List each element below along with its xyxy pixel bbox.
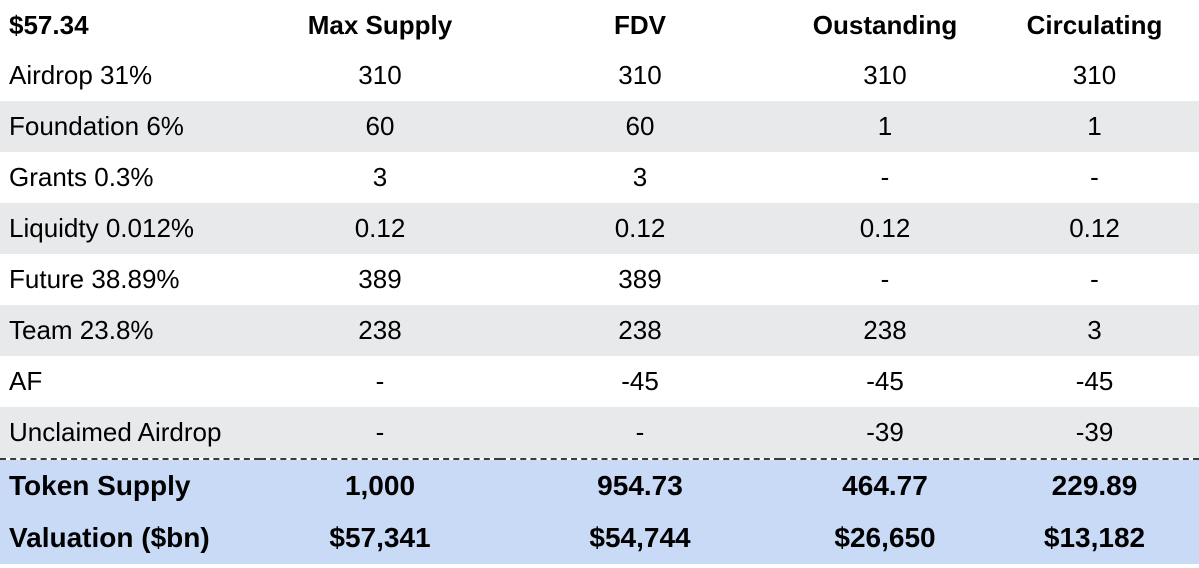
cell-max-supply: 60 bbox=[260, 101, 500, 152]
cell-circulating: - bbox=[990, 254, 1199, 305]
cell-circulating: 310 bbox=[990, 50, 1199, 101]
cell-circulating: 0.12 bbox=[990, 203, 1199, 254]
cell-fdv: 238 bbox=[500, 305, 780, 356]
cell-outstanding: - bbox=[780, 152, 990, 203]
column-header-fdv: FDV bbox=[500, 0, 780, 50]
price-header: $57.34 bbox=[0, 0, 260, 50]
cell-max-supply: $57,341 bbox=[260, 512, 500, 564]
table-row-future: Future 38.89% 389 389 - - bbox=[0, 254, 1199, 305]
cell-fdv: - bbox=[500, 407, 780, 459]
row-label: Valuation ($bn) bbox=[0, 512, 260, 564]
column-header-circulating: Circulating bbox=[990, 0, 1199, 50]
cell-fdv: 3 bbox=[500, 152, 780, 203]
cell-circulating: $13,182 bbox=[990, 512, 1199, 564]
cell-outstanding: $26,650 bbox=[780, 512, 990, 564]
cell-outstanding: - bbox=[780, 254, 990, 305]
cell-fdv: 310 bbox=[500, 50, 780, 101]
row-label: Liquidty 0.012% bbox=[0, 203, 260, 254]
cell-outstanding: 238 bbox=[780, 305, 990, 356]
cell-max-supply: 0.12 bbox=[260, 203, 500, 254]
cell-fdv: 954.73 bbox=[500, 458, 780, 512]
cell-outstanding: -45 bbox=[780, 356, 990, 407]
cell-circulating: 229.89 bbox=[990, 458, 1199, 512]
cell-fdv: $54,744 bbox=[500, 512, 780, 564]
row-label: Unclaimed Airdrop bbox=[0, 407, 260, 459]
cell-max-supply: - bbox=[260, 356, 500, 407]
table-row-af: AF - -45 -45 -45 bbox=[0, 356, 1199, 407]
table-row-team: Team 23.8% 238 238 238 3 bbox=[0, 305, 1199, 356]
cell-outstanding: 0.12 bbox=[780, 203, 990, 254]
cell-circulating: -39 bbox=[990, 407, 1199, 459]
cell-max-supply: - bbox=[260, 407, 500, 459]
cell-fdv: 0.12 bbox=[500, 203, 780, 254]
summary-row-valuation: Valuation ($bn) $57,341 $54,744 $26,650 … bbox=[0, 512, 1199, 564]
summary-row-token-supply: Token Supply 1,000 954.73 464.77 229.89 bbox=[0, 458, 1199, 512]
column-header-max-supply: Max Supply bbox=[260, 0, 500, 50]
cell-max-supply: 238 bbox=[260, 305, 500, 356]
table-row-liquidity: Liquidty 0.012% 0.12 0.12 0.12 0.12 bbox=[0, 203, 1199, 254]
header-row: $57.34 Max Supply FDV Oustanding Circula… bbox=[0, 0, 1199, 50]
table-row-unclaimed-airdrop: Unclaimed Airdrop - - -39 -39 bbox=[0, 407, 1199, 459]
row-label: Grants 0.3% bbox=[0, 152, 260, 203]
cell-max-supply: 389 bbox=[260, 254, 500, 305]
cell-max-supply: 1,000 bbox=[260, 458, 500, 512]
row-label: Foundation 6% bbox=[0, 101, 260, 152]
table-row-foundation: Foundation 6% 60 60 1 1 bbox=[0, 101, 1199, 152]
row-label: Airdrop 31% bbox=[0, 50, 260, 101]
table-row-airdrop: Airdrop 31% 310 310 310 310 bbox=[0, 50, 1199, 101]
row-label: AF bbox=[0, 356, 260, 407]
cell-circulating: -45 bbox=[990, 356, 1199, 407]
row-label: Future 38.89% bbox=[0, 254, 260, 305]
cell-outstanding: -39 bbox=[780, 407, 990, 459]
cell-outstanding: 1 bbox=[780, 101, 990, 152]
cell-fdv: 60 bbox=[500, 101, 780, 152]
cell-max-supply: 310 bbox=[260, 50, 500, 101]
column-header-outstanding: Oustanding bbox=[780, 0, 990, 50]
cell-fdv: 389 bbox=[500, 254, 780, 305]
row-label: Team 23.8% bbox=[0, 305, 260, 356]
cell-max-supply: 3 bbox=[260, 152, 500, 203]
table-row-grants: Grants 0.3% 3 3 - - bbox=[0, 152, 1199, 203]
row-label: Token Supply bbox=[0, 458, 260, 512]
cell-outstanding: 464.77 bbox=[780, 458, 990, 512]
cell-circulating: - bbox=[990, 152, 1199, 203]
cell-circulating: 3 bbox=[990, 305, 1199, 356]
cell-circulating: 1 bbox=[990, 101, 1199, 152]
cell-outstanding: 310 bbox=[780, 50, 990, 101]
cell-fdv: -45 bbox=[500, 356, 780, 407]
